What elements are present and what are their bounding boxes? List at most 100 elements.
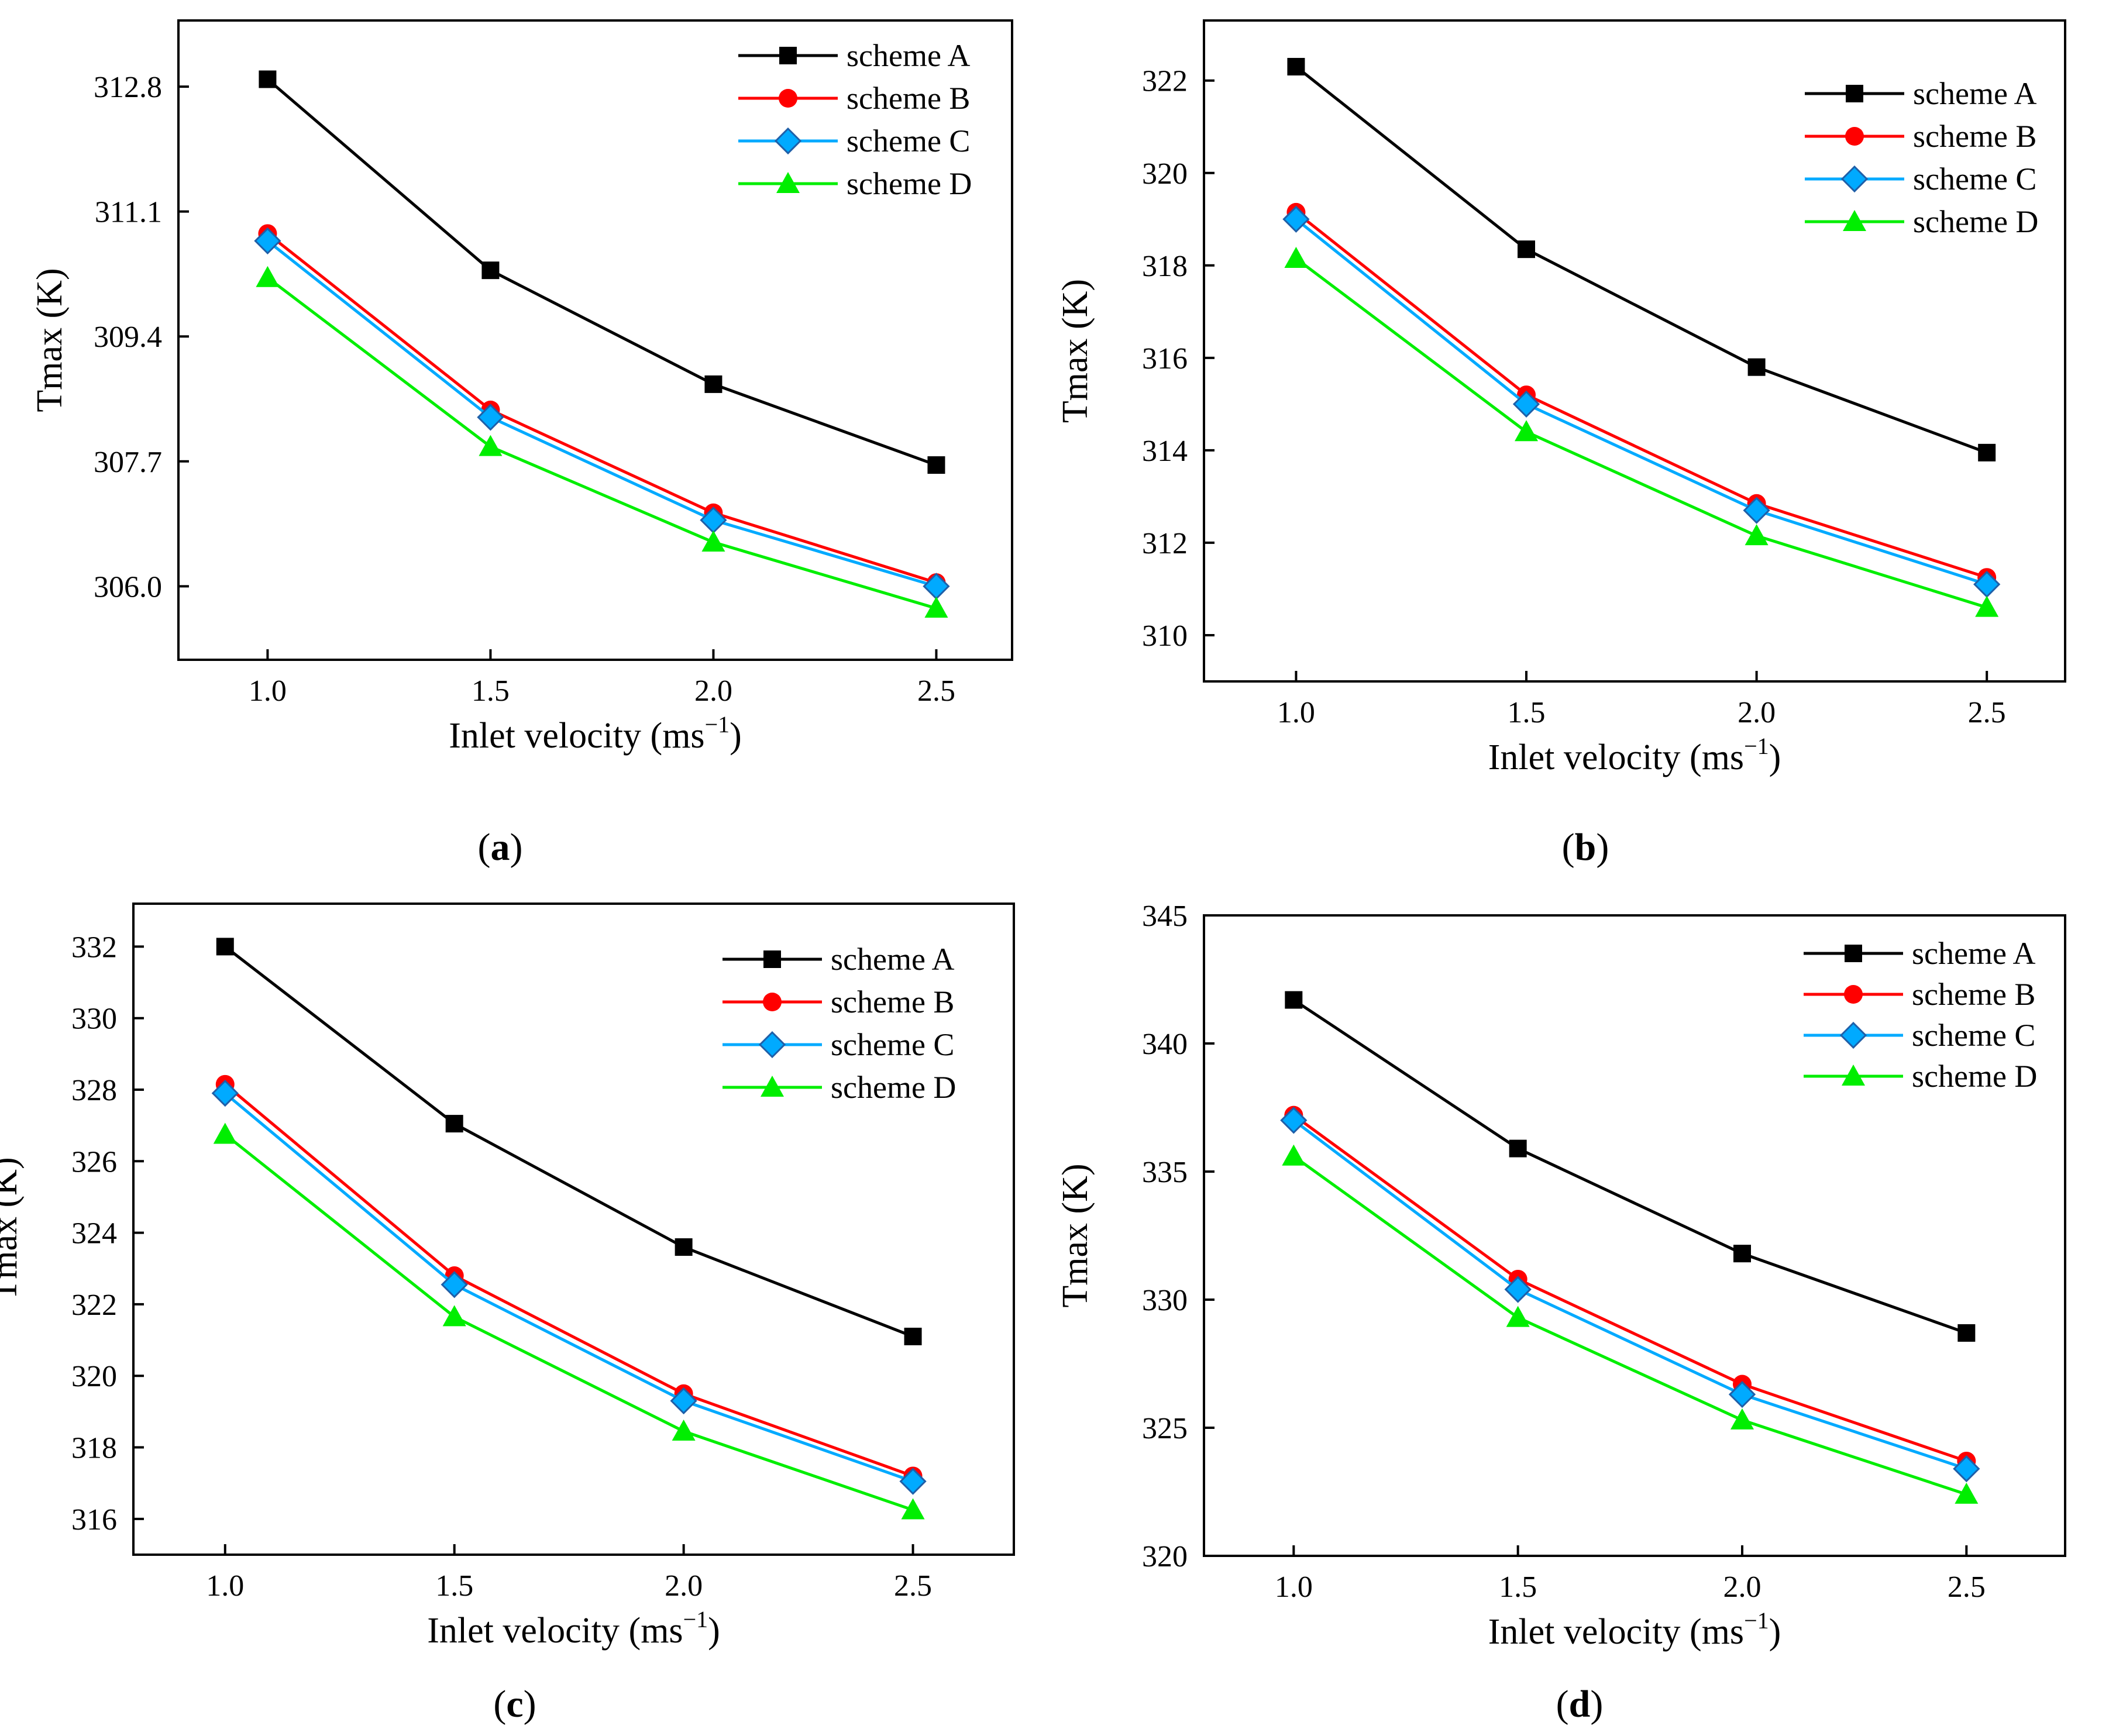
legend-marker <box>761 1076 784 1097</box>
x-tick-label: 2.0 <box>1723 1570 1761 1604</box>
series-line <box>1295 66 1988 454</box>
y-tick-label: 309.4 <box>94 321 162 354</box>
legend-marker <box>763 993 782 1011</box>
series-line <box>266 232 937 584</box>
y-tick-label: 314 <box>1142 435 1188 468</box>
series-scheme-d <box>256 266 948 618</box>
y-tick-label: 330 <box>71 1003 117 1036</box>
legend-label: scheme B <box>847 81 970 116</box>
legend-label: scheme D <box>847 166 972 201</box>
x-axis-title: Inlet velocity (ms−1) <box>449 711 742 756</box>
x-axis-title-main: Inlet velocity (ms <box>1488 1612 1744 1652</box>
y-tick-label: 320 <box>71 1360 117 1393</box>
caption-close: ) <box>1590 1683 1603 1725</box>
data-point <box>704 375 723 393</box>
legend-marker <box>1845 127 1864 146</box>
legend-marker <box>779 47 797 64</box>
legend-marker <box>776 172 800 193</box>
x-tick-label: 1.5 <box>472 674 510 708</box>
chart-panel-c: 316 318 320 322 324 326 328 330 332 1.0 1.5 2.0 2.5 I… <box>0 903 1015 1725</box>
x-tick-label: 1.0 <box>206 1569 244 1603</box>
series-line <box>224 1133 914 1511</box>
series-scheme-c <box>254 227 950 600</box>
panel-caption: (d) <box>1556 1683 1604 1725</box>
data-point <box>256 266 280 287</box>
legend-label: scheme A <box>1912 936 2035 971</box>
legend-label: scheme C <box>1912 1018 2035 1053</box>
caption-open: ( <box>478 826 491 869</box>
x-axis-title-close: ) <box>730 716 742 756</box>
legend-marker <box>1840 165 1869 193</box>
data-point <box>1953 1455 1980 1483</box>
x-tick-label: 2.5 <box>917 674 955 708</box>
y-tick-label: 326 <box>71 1145 117 1179</box>
y-tick-label: 318 <box>71 1432 117 1465</box>
data-point <box>1282 205 1310 233</box>
x-axis-title-main: Inlet velocity (ms <box>449 716 704 756</box>
series-scheme-b <box>215 1074 923 1486</box>
caption-open: ( <box>1562 826 1575 869</box>
series-line <box>1295 218 1987 586</box>
series-line <box>266 276 937 610</box>
y-axis-title: Tmax (K) <box>1055 279 1095 423</box>
legend-label: scheme A <box>1913 76 2036 111</box>
legend-label: scheme C <box>1913 161 2036 197</box>
legend-label: scheme D <box>1913 204 2038 239</box>
legend-marker <box>763 950 781 968</box>
caption-open: ( <box>1556 1683 1569 1725</box>
x-tick-label: 1.0 <box>1277 696 1315 729</box>
caption-open: ( <box>493 1683 506 1725</box>
data-point <box>1730 1408 1754 1430</box>
data-point <box>216 938 234 956</box>
series-line <box>1295 211 1987 579</box>
legend-marker <box>1842 1065 1865 1086</box>
x-tick-label: 1.5 <box>1508 696 1546 729</box>
series-line <box>224 1092 914 1483</box>
caption-letter: b <box>1575 826 1597 869</box>
data-point <box>213 1122 237 1144</box>
y-tick-label: 316 <box>71 1503 117 1537</box>
data-point <box>901 1498 925 1520</box>
x-axis-title-close: ) <box>1769 738 1781 777</box>
y-axis-title: Tmax (K) <box>30 268 70 412</box>
y-tick-label: 322 <box>71 1289 117 1322</box>
legend-label: scheme D <box>1912 1059 2037 1094</box>
series-line <box>224 945 914 1338</box>
data-point <box>904 1327 922 1345</box>
series-line <box>266 239 937 588</box>
data-point <box>1745 524 1769 546</box>
plot-frame <box>1203 914 2066 1557</box>
x-tick-label: 1.0 <box>1275 1570 1313 1604</box>
x-tick-label: 1.5 <box>435 1569 473 1603</box>
series-line <box>1292 998 1967 1335</box>
data-point <box>1747 358 1766 376</box>
plot-frame <box>132 903 1015 1556</box>
x-tick-label: 2.0 <box>694 674 732 708</box>
caption-close: ) <box>1596 826 1609 869</box>
data-point <box>1743 497 1770 524</box>
x-tick-label: 1.5 <box>1499 1570 1537 1604</box>
x-axis-title-superscript: −1 <box>705 711 730 738</box>
series-line <box>1292 1119 1967 1470</box>
y-tick-label: 340 <box>1142 1028 1188 1061</box>
data-point <box>1282 1144 1306 1166</box>
x-axis-title: Inlet velocity (ms−1) <box>1488 1607 1781 1652</box>
data-point <box>445 1115 463 1133</box>
data-point <box>259 70 277 88</box>
y-tick-label: 310 <box>1142 619 1188 653</box>
data-point <box>1512 390 1540 418</box>
x-tick-label: 2.0 <box>665 1569 703 1603</box>
data-point <box>481 261 500 280</box>
data-point <box>899 1468 927 1495</box>
legend: scheme A scheme B scheme C scheme D <box>1804 936 2037 1094</box>
series-line <box>1295 257 1987 609</box>
series-scheme-b <box>1286 202 1997 587</box>
series-scheme-c <box>1280 1107 1980 1483</box>
data-point <box>1506 1306 1530 1327</box>
data-point <box>479 435 503 456</box>
legend-label: scheme D <box>831 1070 956 1105</box>
series-scheme-b <box>258 224 946 593</box>
x-tick-label: 2.5 <box>894 1569 932 1603</box>
y-tick-label: 306.0 <box>94 570 162 604</box>
